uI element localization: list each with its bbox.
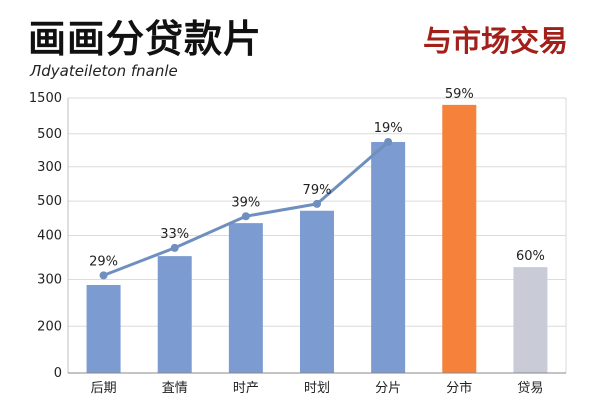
bar: [371, 142, 406, 373]
line-point: [170, 243, 179, 252]
data-label: 79%: [303, 183, 332, 198]
chart-subtitle: Лdyateileton fnanle: [30, 62, 178, 80]
x-tick-label: 分市: [446, 380, 472, 396]
bar: [513, 267, 548, 373]
y-tick-label: 1500: [29, 91, 62, 106]
bar: [442, 104, 477, 373]
bar: [228, 223, 263, 373]
y-tick-label: 300: [37, 160, 62, 175]
data-label: 33%: [160, 227, 189, 242]
y-tick-label: 0: [54, 366, 62, 381]
x-tick-label: 时产: [233, 381, 259, 396]
x-tick-label: 査情: [162, 381, 188, 396]
y-tick-label: 400: [37, 229, 62, 244]
data-label: 19%: [374, 121, 403, 136]
line-point: [384, 138, 393, 146]
x-tick-label: 贷易: [517, 381, 543, 396]
y-tick-label: 500: [37, 127, 62, 142]
x-tick-label: 时划: [304, 381, 330, 396]
chart-title-right: 与市场交易: [422, 24, 568, 58]
data-label: 60%: [516, 249, 545, 264]
data-label: 59%: [445, 87, 474, 102]
y-tick-label: 300: [37, 273, 62, 288]
bar: [300, 210, 334, 373]
x-tick-label: 分片: [375, 381, 401, 396]
x-tick-label: 后期: [91, 381, 117, 396]
line-point: [313, 199, 321, 208]
data-label: 29%: [89, 254, 118, 269]
bar: [86, 285, 121, 373]
line-point: [241, 212, 250, 221]
y-tick-label: 500: [37, 194, 62, 209]
data-label: 39%: [231, 195, 260, 210]
line-point: [99, 271, 108, 280]
chart-title: 画画分贷款片: [28, 17, 263, 61]
bar: [157, 256, 192, 373]
y-tick-label: 200: [37, 319, 62, 334]
